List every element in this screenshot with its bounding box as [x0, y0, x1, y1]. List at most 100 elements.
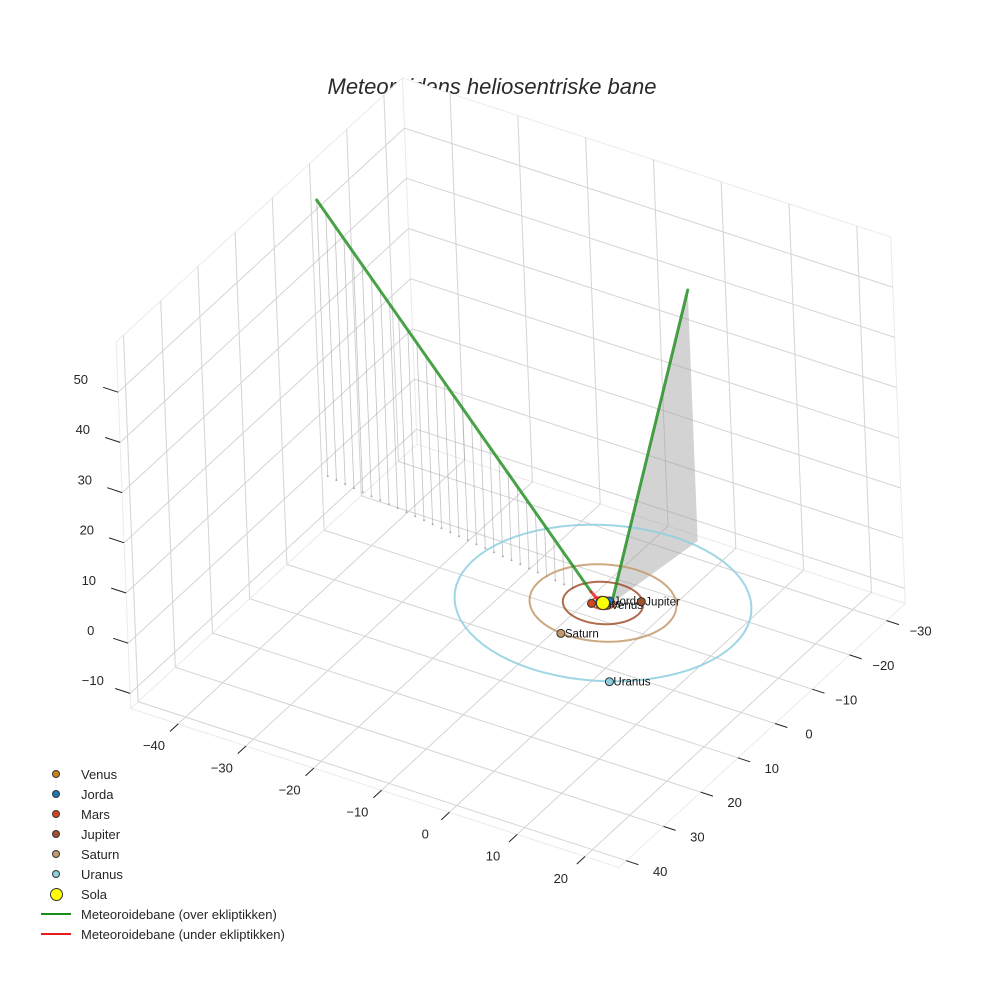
legend-item-jorda[interactable]: Jorda — [36, 784, 285, 804]
drop-line — [480, 434, 486, 549]
drop-point — [344, 483, 347, 486]
drop-line — [398, 317, 407, 513]
grid-line — [129, 428, 417, 694]
legend-item-saturn[interactable]: Saturn — [36, 844, 285, 864]
legend-item-meteoroidebane-over-ekliptikken[interactable]: Meteoroidebane (over ekliptikken) — [36, 904, 285, 924]
marker-icon — [36, 810, 76, 818]
planet-marker-jupiter[interactable] — [636, 597, 646, 607]
drop-line — [380, 291, 390, 505]
line-icon — [36, 933, 76, 935]
tick-mark — [105, 437, 121, 443]
planet-label: Uranus — [613, 677, 650, 689]
drop-point — [501, 555, 504, 558]
drop-line — [562, 551, 565, 585]
planet-label: Jorda — [614, 596, 643, 608]
projection-curtain — [611, 290, 698, 604]
drop-point — [510, 559, 513, 562]
grid-line — [584, 592, 872, 857]
planet-marker-uranus[interactable] — [604, 677, 614, 687]
tick-mark — [737, 757, 751, 763]
marker-icon — [36, 850, 76, 858]
z-tick-label: 40 — [76, 422, 90, 437]
legend-label: Meteoroidebane (over ekliptikken) — [81, 906, 277, 922]
legend-item-mars[interactable]: Mars — [36, 804, 285, 824]
orbit-saturn — [528, 563, 678, 643]
drop-line — [489, 447, 495, 553]
grid-line — [410, 278, 899, 439]
y-tick-label: −10 — [835, 692, 857, 707]
legend-label: Venus — [81, 766, 118, 782]
grid-line — [125, 328, 413, 594]
grid-line — [123, 335, 139, 702]
line-icon — [36, 913, 76, 915]
legend-item-meteoroidebane-under-ekliptikken[interactable]: Meteoroidebane (under ekliptikken) — [36, 924, 285, 944]
tick-mark — [115, 688, 131, 694]
trajectory-line — [315, 198, 593, 594]
drop-point — [528, 567, 531, 570]
y-tick-label: 30 — [690, 830, 704, 845]
drop-line — [571, 564, 574, 589]
grid-line — [652, 159, 669, 527]
grid-line — [404, 127, 893, 288]
marker-icon — [36, 770, 76, 778]
drop-line — [443, 382, 451, 533]
drop-line — [507, 473, 512, 561]
grid-line — [123, 278, 411, 544]
y-tick-label: 40 — [653, 864, 667, 879]
grid-line — [286, 563, 776, 724]
grid-line — [137, 701, 627, 862]
planet-marker-saturn[interactable] — [556, 628, 566, 638]
drop-point — [484, 547, 487, 550]
legend-label: Jupiter — [81, 826, 121, 842]
legend-item-sola[interactable]: Sola — [36, 884, 285, 904]
z-tick-label: 0 — [87, 623, 94, 638]
x-tick-label: −30 — [211, 760, 233, 775]
grid-line — [449, 93, 466, 460]
tick-mark — [103, 386, 119, 393]
grid-line — [516, 569, 804, 835]
tick-mark — [305, 767, 315, 777]
drop-point — [493, 551, 495, 554]
grid-line — [361, 495, 850, 656]
drop-line — [498, 460, 504, 557]
tick-mark — [576, 856, 586, 865]
drop-point — [423, 519, 425, 522]
drop-line — [425, 356, 434, 525]
axis-panes — [115, 76, 907, 869]
grid-line — [309, 163, 325, 531]
planet-marker-sola[interactable] — [596, 596, 610, 610]
drop-point — [388, 503, 390, 506]
y-tick-label: −20 — [872, 658, 894, 673]
grid-line — [416, 428, 905, 589]
tick-mark — [700, 791, 714, 797]
tick-mark — [774, 723, 788, 728]
grid-line — [117, 127, 405, 393]
drop-point — [431, 523, 434, 526]
grid-line — [406, 177, 895, 338]
legend-item-venus[interactable]: Venus — [36, 764, 285, 784]
y-tick-label: −30 — [910, 624, 932, 639]
grid-line — [234, 232, 251, 599]
planet-label: Jupiter — [645, 597, 680, 609]
planet-marker-mars[interactable] — [587, 598, 596, 608]
drop-line — [553, 538, 556, 581]
grid-line — [127, 378, 415, 644]
grid-line — [323, 529, 813, 690]
drop-point — [475, 543, 478, 546]
drop-line — [389, 304, 399, 509]
tick-mark — [626, 860, 639, 866]
drop-line — [352, 252, 364, 493]
marker-icon — [36, 887, 76, 901]
drop-line — [343, 239, 355, 489]
legend-item-uranus[interactable]: Uranus — [36, 864, 285, 884]
drop-line — [407, 330, 416, 517]
grid-line — [197, 266, 213, 634]
tick-mark — [169, 723, 179, 732]
drop-point — [458, 535, 460, 538]
legend-item-jupiter[interactable]: Jupiter — [36, 824, 285, 844]
tick-mark — [111, 587, 127, 594]
legend-label: Sola — [81, 886, 108, 902]
projection-drop-lines — [316, 199, 698, 604]
z-tick-label: −10 — [82, 673, 104, 688]
